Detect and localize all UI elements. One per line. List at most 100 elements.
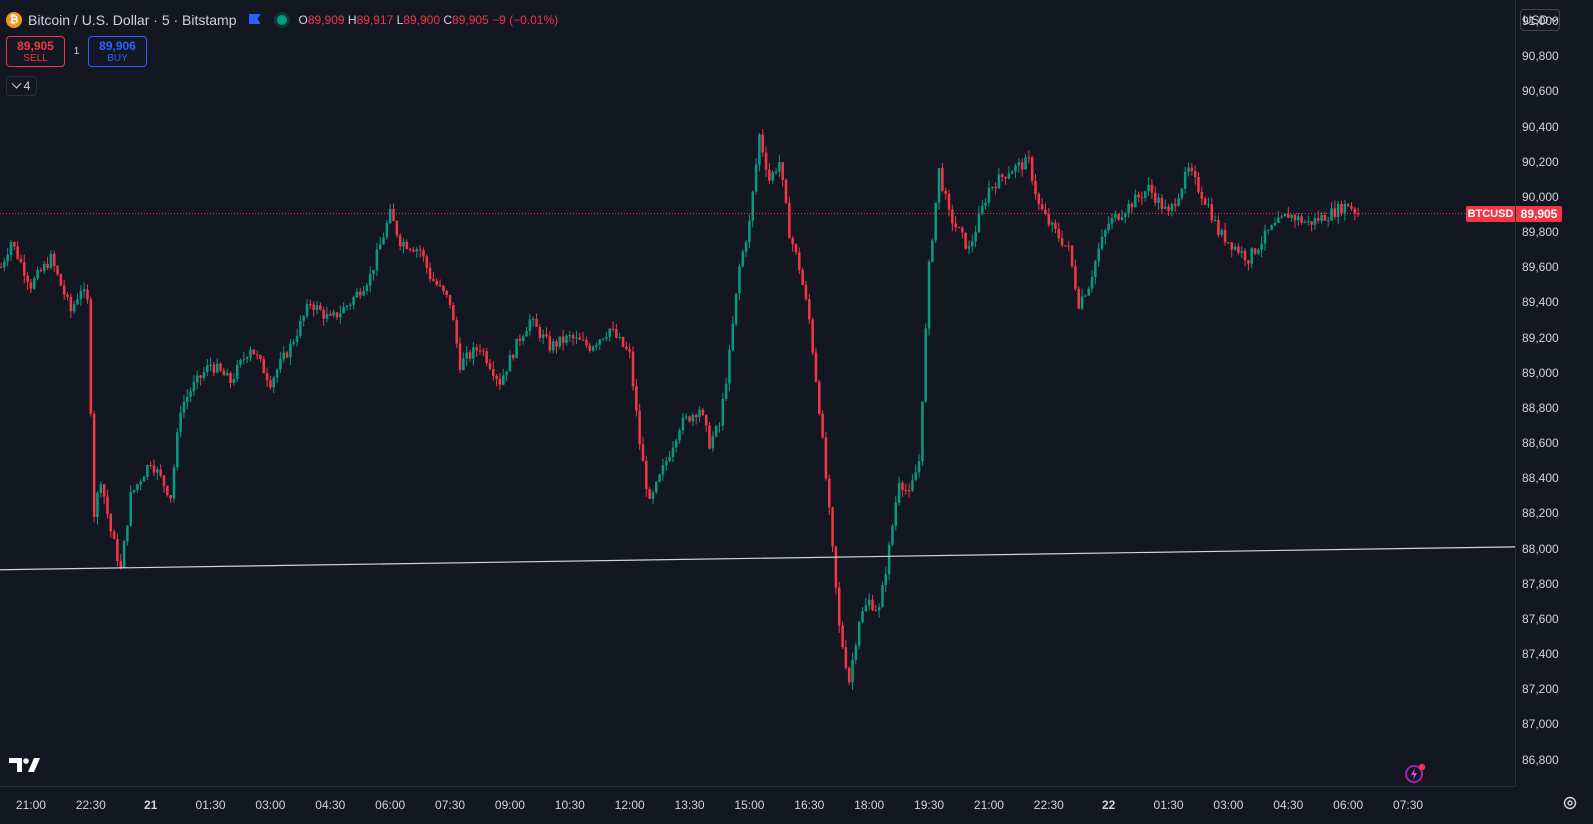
- indicators-collapse-button[interactable]: 4: [6, 76, 37, 96]
- candle-body: [179, 412, 182, 433]
- last-price-tag: 89,905: [1516, 205, 1562, 222]
- tradingview-logo[interactable]: [9, 756, 43, 774]
- candle-body: [921, 401, 924, 462]
- symbol-title[interactable]: Bitcoin / U.S. Dollar · 5 · Bitstamp: [28, 12, 237, 28]
- candle-body: [1180, 188, 1184, 199]
- candle-body: [372, 269, 375, 274]
- candle-body: [485, 351, 488, 364]
- candle-body: [937, 168, 941, 203]
- candle-body: [385, 223, 389, 238]
- candle-body: [119, 561, 123, 568]
- candle-body: [42, 263, 46, 272]
- candle-body: [754, 164, 758, 192]
- candle-body: [1310, 221, 1313, 225]
- candle-body: [781, 162, 784, 180]
- time-tick-label: 03:00: [255, 798, 286, 812]
- candle-body: [229, 372, 232, 383]
- candle-body: [555, 341, 558, 347]
- candle-body: [671, 447, 675, 457]
- candle-body: [1353, 208, 1357, 214]
- candle-body: [778, 162, 781, 172]
- candle-body: [222, 370, 226, 376]
- candle-body: [285, 352, 289, 358]
- candle-body: [186, 396, 189, 403]
- candle-body: [698, 409, 701, 417]
- status-dot-icon[interactable]: [276, 15, 287, 25]
- candle-body: [818, 381, 821, 414]
- candle-body: [79, 291, 83, 300]
- candlestick-chart[interactable]: [0, 0, 1515, 786]
- candle-body: [462, 358, 465, 370]
- trend-line[interactable]: [0, 546, 1515, 571]
- candle-body: [1077, 288, 1080, 309]
- time-axis[interactable]: 21:00 22:30 21 01:30 03:00 04:30 06:00 07:30 09:…: [0, 786, 1515, 824]
- candle-body: [92, 413, 96, 517]
- candle-body: [1187, 167, 1190, 172]
- flag-icon[interactable]: [249, 14, 261, 26]
- candle-body: [299, 320, 302, 336]
- candle-body: [611, 328, 615, 330]
- candle-body: [974, 232, 977, 242]
- candle-body: [1087, 288, 1090, 296]
- time-tick-label: 15:00: [734, 798, 765, 812]
- candle-body: [1273, 222, 1277, 226]
- candle-body: [398, 235, 402, 247]
- candle-body: [339, 313, 342, 318]
- candle-body: [877, 607, 881, 611]
- candle-body: [448, 294, 452, 306]
- candle-body: [375, 249, 379, 270]
- candle-body: [132, 490, 136, 492]
- candle-body: [901, 482, 904, 491]
- candle-body: [508, 355, 512, 372]
- candle-body: [169, 495, 172, 499]
- currency-button[interactable]: USD: [1520, 9, 1560, 31]
- candle-body: [412, 249, 415, 252]
- candle-body: [1040, 204, 1044, 210]
- candle-body: [1320, 215, 1323, 221]
- candle-body: [1340, 203, 1343, 214]
- candle-body: [418, 249, 422, 251]
- candle-body: [774, 171, 778, 173]
- candle-body: [395, 221, 399, 236]
- candle-body: [1283, 214, 1287, 217]
- candle-body: [69, 296, 73, 312]
- price-axis[interactable]: 91,000 90,800 90,600 90,400 90,200 90,000 89,8…: [1515, 0, 1593, 786]
- candle-body: [861, 611, 864, 623]
- price-tick-label: 90,000: [1522, 189, 1559, 204]
- candle-body: [881, 584, 884, 608]
- settings-icon[interactable]: [1562, 795, 1578, 811]
- candle-body: [1227, 242, 1230, 244]
- candle-body: [1303, 221, 1307, 223]
- buy-button[interactable]: 89,906 BUY: [88, 36, 147, 67]
- candle-body: [295, 335, 299, 342]
- candle-body: [219, 363, 222, 371]
- sell-button[interactable]: 89,905 SELL: [6, 36, 65, 67]
- candle-body: [315, 305, 319, 311]
- time-tick-label: 09:00: [494, 798, 525, 812]
- candle-body: [1330, 208, 1333, 221]
- candle-body: [1230, 242, 1234, 250]
- candle-body: [405, 241, 409, 249]
- candle-body: [332, 312, 335, 316]
- candle-body: [541, 334, 545, 338]
- time-tick-label: 21:00: [973, 798, 1004, 812]
- candle-body: [349, 304, 352, 306]
- candle-body: [325, 313, 329, 319]
- candle-body: [511, 355, 515, 359]
- candle-body: [1080, 296, 1084, 309]
- candle-body: [29, 282, 33, 289]
- candle-body: [1343, 203, 1347, 214]
- candle-body: [1167, 206, 1170, 211]
- spark-icon[interactable]: [1404, 762, 1428, 784]
- candle-body: [1070, 245, 1074, 267]
- candle-body: [259, 355, 262, 360]
- candle-body: [1024, 157, 1027, 170]
- candle-body: [6, 254, 9, 262]
- candle-body: [568, 335, 572, 337]
- candle-body: [518, 338, 522, 341]
- candle-body: [571, 335, 575, 339]
- candle-body: [961, 227, 964, 233]
- candle-body: [708, 425, 711, 449]
- candle-body: [1147, 184, 1150, 192]
- candle-body: [1037, 194, 1041, 205]
